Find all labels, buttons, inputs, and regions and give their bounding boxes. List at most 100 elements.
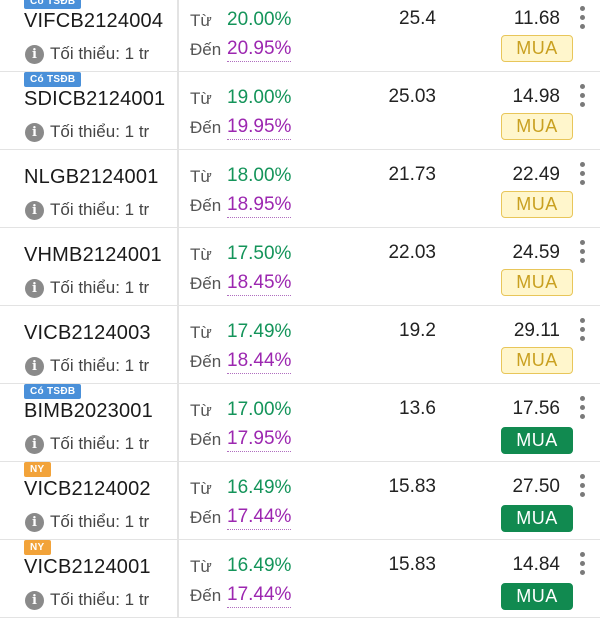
to-label: Đến	[190, 586, 222, 605]
collateral-badge: Có TSĐB	[24, 384, 82, 399]
info-icon[interactable]: i	[25, 45, 44, 64]
info-icon[interactable]: i	[25, 435, 44, 454]
value-secondary: 14.84	[512, 554, 560, 575]
to-rate[interactable]: 18.45%	[227, 272, 292, 296]
column-divider	[177, 150, 179, 227]
from-rate: 20.00%	[227, 9, 292, 30]
bond-code[interactable]: VICB2124002	[24, 478, 151, 500]
buy-button[interactable]: MUA	[501, 427, 573, 454]
value-secondary: 24.59	[512, 242, 560, 263]
bond-row[interactable]: NY VICB2124001 i Tối thiểu: 1 tr Từ 16.49% Đến…	[0, 540, 600, 618]
from-rate: 19.00%	[227, 87, 292, 108]
bond-code[interactable]: VIFCB2124004	[24, 10, 164, 32]
value-primary: 15.83	[388, 476, 436, 497]
buy-button[interactable]: MUA	[501, 35, 573, 62]
to-rate[interactable]: 18.95%	[227, 194, 292, 218]
value-secondary: 29.11	[513, 320, 560, 341]
value-primary: 22.03	[388, 242, 436, 263]
column-divider	[177, 462, 179, 539]
bond-row[interactable]: NY VICB2124002 i Tối thiểu: 1 tr Từ 16.49% Đến…	[0, 462, 600, 540]
value-secondary: 14.98	[512, 86, 560, 107]
from-rate: 17.50%	[227, 243, 292, 264]
more-vertical-icon[interactable]	[576, 474, 588, 508]
minimum-amount: Tối thiểu: 1 tr	[50, 122, 150, 141]
column-divider	[177, 306, 179, 383]
bond-row[interactable]: Có TSĐB BIMB2023001 i Tối thiểu: 1 tr Từ 17.0…	[0, 384, 600, 462]
column-divider	[177, 0, 179, 71]
from-label: Từ	[190, 401, 212, 420]
more-vertical-icon[interactable]	[576, 6, 588, 40]
bond-row[interactable]: Có TSĐB SDICB2124001 i Tối thiểu: 1 tr Từ 19.…	[0, 72, 600, 150]
to-label: Đến	[190, 508, 222, 527]
bond-row[interactable]: NLGB2124001 i Tối thiểu: 1 tr Từ 18.00% Đến 18…	[0, 150, 600, 228]
bond-code[interactable]: BIMB2023001	[24, 400, 153, 422]
info-icon[interactable]: i	[25, 279, 44, 298]
column-divider	[177, 540, 179, 617]
to-label: Đến	[190, 196, 222, 215]
more-vertical-icon[interactable]	[576, 318, 588, 352]
bond-row[interactable]: VICB2124003 i Tối thiểu: 1 tr Từ 17.49% Đến 18…	[0, 306, 600, 384]
column-divider	[177, 72, 179, 149]
value-secondary: 27.50	[512, 476, 560, 497]
more-vertical-icon[interactable]	[576, 552, 588, 586]
more-vertical-icon[interactable]	[576, 84, 588, 118]
info-icon[interactable]: i	[25, 123, 44, 142]
column-divider	[177, 384, 179, 461]
from-label: Từ	[190, 323, 212, 342]
minimum-amount: Tối thiểu: 1 tr	[50, 278, 150, 297]
value-secondary: 17.56	[512, 398, 560, 419]
collateral-badge: NY	[24, 540, 51, 555]
to-rate[interactable]: 17.44%	[227, 584, 292, 608]
bond-code[interactable]: VICB2124001	[24, 556, 151, 578]
minimum-amount: Tối thiểu: 1 tr	[50, 44, 150, 63]
minimum-amount: Tối thiểu: 1 tr	[50, 200, 150, 219]
from-label: Từ	[190, 479, 212, 498]
bond-code[interactable]: NLGB2124001	[24, 166, 159, 188]
bond-code[interactable]: SDICB2124001	[24, 88, 166, 110]
value-primary: 15.83	[388, 554, 436, 575]
value-primary: 25.03	[388, 86, 436, 107]
more-vertical-icon[interactable]	[576, 240, 588, 274]
info-icon[interactable]: i	[25, 591, 44, 610]
value-primary: 13.6	[399, 398, 436, 419]
to-label: Đến	[190, 352, 222, 371]
column-divider	[177, 228, 179, 305]
bond-row[interactable]: VHMB2124001 i Tối thiểu: 1 tr Từ 17.50% Đến 18…	[0, 228, 600, 306]
more-vertical-icon[interactable]	[576, 162, 588, 196]
to-label: Đến	[190, 118, 222, 137]
to-label: Đến	[190, 274, 222, 293]
from-rate: 18.00%	[227, 165, 292, 186]
buy-button[interactable]: MUA	[501, 269, 573, 296]
value-primary: 21.73	[388, 164, 436, 185]
from-label: Từ	[190, 557, 212, 576]
to-label: Đến	[190, 430, 222, 449]
collateral-badge: Có TSĐB	[24, 0, 82, 9]
info-icon[interactable]: i	[25, 513, 44, 532]
from-label: Từ	[190, 11, 212, 30]
buy-button[interactable]: MUA	[501, 583, 573, 610]
more-vertical-icon[interactable]	[576, 396, 588, 430]
from-label: Từ	[190, 167, 212, 186]
info-icon[interactable]: i	[25, 357, 44, 376]
to-rate[interactable]: 18.44%	[227, 350, 292, 374]
buy-button[interactable]: MUA	[501, 347, 573, 374]
value-secondary: 11.68	[513, 8, 560, 29]
minimum-amount: Tối thiểu: 1 tr	[50, 590, 150, 609]
bond-code[interactable]: VICB2124003	[24, 322, 151, 344]
to-rate[interactable]: 17.95%	[227, 428, 292, 452]
minimum-amount: Tối thiểu: 1 tr	[50, 356, 150, 375]
collateral-badge: Có TSĐB	[24, 72, 82, 87]
buy-button[interactable]: MUA	[501, 191, 573, 218]
collateral-badge: NY	[24, 462, 51, 477]
to-rate[interactable]: 17.44%	[227, 506, 292, 530]
value-primary: 25.4	[399, 8, 436, 29]
bond-code[interactable]: VHMB2124001	[24, 244, 162, 266]
info-icon[interactable]: i	[25, 201, 44, 220]
bond-row[interactable]: Có TSĐB VIFCB2124004 i Tối thiểu: 1 tr Từ 20.…	[0, 0, 600, 72]
buy-button[interactable]: MUA	[501, 113, 573, 140]
to-rate[interactable]: 20.95%	[227, 38, 292, 62]
to-label: Đến	[190, 40, 222, 59]
to-rate[interactable]: 19.95%	[227, 116, 292, 140]
buy-button[interactable]: MUA	[501, 505, 573, 532]
